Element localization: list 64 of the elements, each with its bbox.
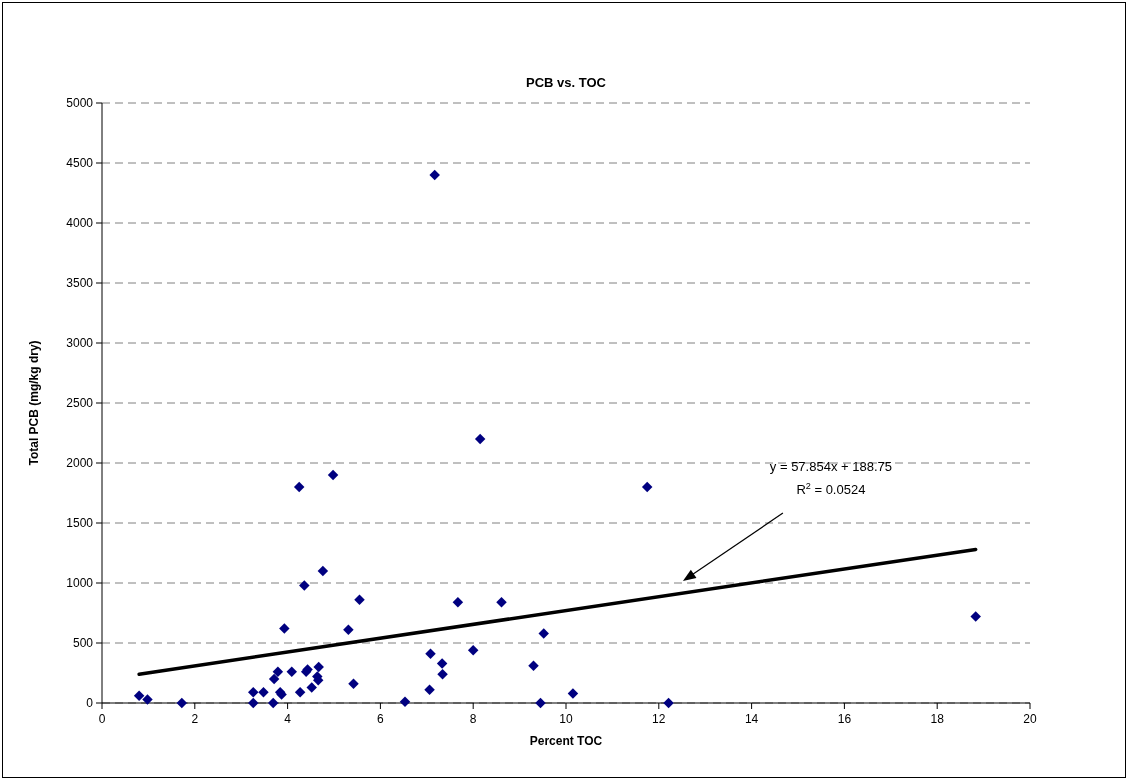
point	[970, 611, 981, 622]
point	[286, 666, 298, 678]
y-tick-label: 3500	[66, 276, 94, 290]
point	[452, 596, 464, 608]
y-tick-label: 4000	[66, 216, 94, 230]
point	[306, 682, 317, 693]
annotation: y = 57.854x + 188.75 R$^{2}$ = 0.0524	[769, 459, 892, 498]
y-tick-label: 500	[72, 636, 94, 650]
y-tick-label: 4500	[66, 156, 94, 170]
point	[354, 594, 365, 606]
y-axis-title: Total PCB (mg/kg dry)	[27, 340, 41, 466]
x-axis-title: Percent TOC	[529, 734, 603, 748]
x-tick-label: 20	[1023, 712, 1037, 726]
point	[538, 628, 549, 639]
point	[293, 481, 305, 493]
y-tick-label: 0	[86, 696, 94, 710]
point	[294, 686, 306, 698]
point	[567, 688, 579, 699]
point	[272, 666, 284, 678]
x-tick-label: 4	[284, 712, 292, 726]
point	[496, 596, 507, 608]
x-tick-label: 6	[377, 712, 385, 726]
point	[279, 623, 290, 634]
point	[133, 690, 145, 702]
point	[424, 684, 435, 696]
point	[641, 481, 653, 493]
y-tick-label: 2500	[66, 396, 94, 410]
point	[317, 565, 329, 577]
point	[268, 673, 280, 685]
x-tick-label: 8	[469, 712, 477, 726]
y-tick-label: 3000	[66, 336, 94, 350]
point	[436, 658, 448, 669]
point	[535, 697, 546, 709]
point	[663, 697, 674, 709]
point	[313, 661, 324, 673]
y-tick-label: 1500	[66, 516, 94, 530]
x-tick-label: 18	[930, 712, 945, 726]
point	[429, 169, 440, 181]
y-tick-label: 2000	[66, 456, 94, 470]
point	[437, 668, 448, 680]
point	[528, 660, 539, 672]
point	[425, 648, 436, 660]
chart-title: PCB vs. TOC	[526, 75, 607, 90]
y-tick-label: 5000	[66, 96, 94, 110]
point	[343, 624, 354, 636]
x-tick-label: 0	[98, 712, 106, 726]
x-tick-label: 12	[652, 712, 666, 726]
point	[348, 678, 359, 690]
point	[176, 697, 188, 709]
x-tick-label: 14	[744, 712, 759, 726]
point	[467, 644, 479, 656]
point	[327, 469, 339, 481]
x-tick-label: 10	[559, 712, 573, 726]
point	[299, 580, 310, 591]
point	[267, 697, 279, 709]
point	[248, 686, 259, 698]
x-tick-label: 2	[191, 712, 199, 726]
point	[248, 697, 259, 709]
point	[258, 686, 269, 698]
x-tick-label: 16	[837, 712, 852, 726]
y-tick-label: 1000	[66, 576, 94, 590]
point	[399, 696, 411, 708]
point	[142, 694, 153, 705]
point	[474, 433, 486, 445]
